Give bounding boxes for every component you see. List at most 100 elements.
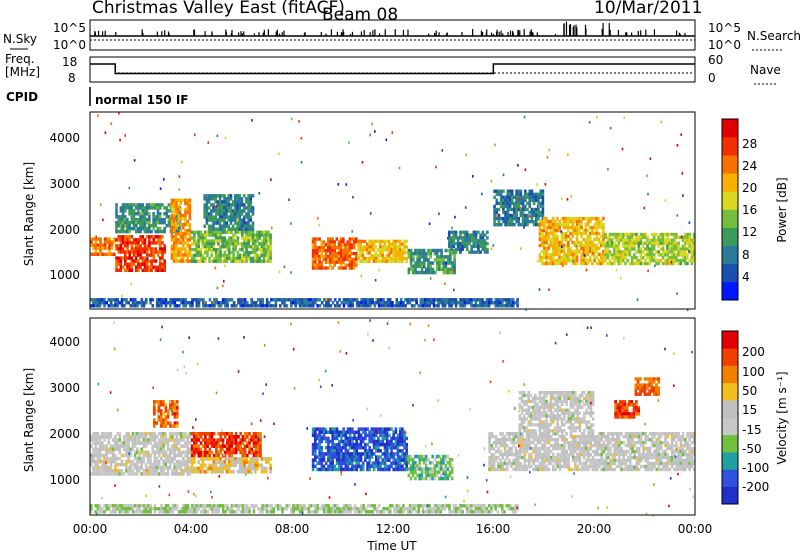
heatmap-cell — [532, 192, 536, 196]
heatmap-cell — [231, 203, 235, 207]
heatmap-cell — [401, 430, 404, 434]
heatmap-cell — [440, 467, 443, 471]
heatmap-cell — [659, 259, 663, 263]
heatmap-cell — [364, 427, 367, 431]
heatmap-cell — [403, 467, 406, 472]
heatmap-cell — [624, 244, 627, 248]
heatmap-cell — [501, 298, 504, 302]
heatmap-cell — [394, 245, 398, 249]
heatmap-cell — [359, 433, 363, 438]
heatmap-cell — [392, 242, 395, 246]
heatmap-cell — [535, 216, 538, 221]
heatmap-cell — [132, 226, 136, 231]
heatmap-cell — [143, 265, 147, 269]
heatmap-cell — [212, 203, 215, 207]
heatmap-cell — [92, 438, 95, 442]
heatmap-cell — [142, 456, 146, 461]
heatmap-cell — [412, 270, 415, 275]
heatmap-cell — [204, 444, 207, 448]
heatmap-cell — [221, 224, 224, 228]
heatmap-cell — [121, 224, 125, 228]
heatmap-cell — [171, 301, 174, 305]
heatmap-cell — [359, 248, 362, 252]
noise-point — [230, 205, 233, 209]
heatmap-cell — [127, 444, 130, 448]
heatmap-cell — [487, 301, 491, 305]
heatmap-cell — [90, 435, 93, 439]
heatmap-cell — [322, 266, 326, 270]
heatmap-cell — [366, 251, 369, 255]
heatmap-cell — [197, 304, 201, 308]
heatmap-cell — [402, 301, 405, 305]
heatmap-cell — [234, 245, 237, 249]
heatmap-cell — [666, 250, 669, 254]
heatmap-cell — [429, 248, 432, 253]
heatmap-cell — [497, 213, 501, 218]
heatmap-cell — [238, 221, 242, 225]
noise-point — [178, 175, 181, 178]
heatmap-cell — [148, 268, 151, 272]
heatmap-cell — [195, 242, 198, 246]
heatmap-cell — [205, 200, 209, 204]
heatmap-cell — [465, 301, 469, 305]
heatmap-cell — [153, 462, 157, 467]
heatmap-cell — [158, 218, 162, 222]
heatmap-cell — [396, 245, 400, 249]
heatmap-cell — [148, 238, 151, 242]
heatmap-cell — [543, 255, 546, 260]
heatmap-cell — [131, 447, 135, 451]
heatmap-cell — [331, 301, 335, 305]
heatmap-cell — [141, 218, 144, 222]
heatmap-cell — [483, 301, 486, 305]
heatmap-cell — [537, 210, 540, 215]
heatmap-cell — [403, 251, 406, 255]
heatmap-cell — [316, 455, 319, 459]
heatmap-cell — [170, 247, 174, 251]
heatmap-cell — [502, 207, 505, 212]
heatmap-cell — [331, 433, 334, 438]
heatmap-cell — [204, 438, 207, 442]
heatmap-cell — [247, 203, 250, 207]
heatmap-cell — [231, 227, 235, 231]
heatmap-cell — [617, 250, 621, 254]
heatmap-cell — [320, 439, 324, 444]
heatmap-cell — [538, 231, 542, 236]
heatmap-cell — [380, 301, 383, 305]
noise-point — [288, 198, 290, 201]
heatmap-cell — [206, 450, 209, 455]
heatmap-cell — [131, 435, 135, 439]
heatmap-cell — [193, 466, 196, 471]
heatmap-cell — [528, 192, 531, 196]
heatmap-cell — [172, 198, 176, 202]
heatmap-cell — [119, 241, 123, 245]
heatmap-cell — [532, 210, 536, 215]
heatmap-cell — [499, 189, 503, 193]
heatmap-cell — [238, 215, 242, 219]
heatmap-cell — [205, 218, 209, 222]
heatmap-cell — [433, 476, 437, 481]
heatmap-cell — [258, 233, 261, 237]
heatmap-cell — [619, 253, 623, 257]
heatmap-cell — [117, 229, 120, 234]
heatmap-cell — [303, 304, 306, 308]
heatmap-cell — [193, 469, 196, 474]
heatmap-cell — [547, 261, 550, 266]
heatmap-cell — [206, 441, 209, 445]
heatmap-cell — [430, 298, 434, 302]
heatmap-cell — [230, 250, 233, 255]
heatmap-cell — [364, 436, 367, 441]
heatmap-cell — [215, 447, 218, 452]
heatmap-cell — [644, 241, 647, 245]
heatmap-cell — [595, 231, 599, 236]
heatmap-cell — [115, 229, 118, 234]
heatmap-cell — [366, 452, 369, 456]
heatmap-cell — [314, 433, 317, 438]
heatmap-cell — [163, 212, 166, 216]
heatmap-cell — [94, 432, 97, 436]
heatmap-cell — [157, 406, 161, 410]
heatmap-cell — [247, 463, 251, 468]
heatmap-cell — [357, 458, 361, 462]
heatmap-cell — [156, 212, 160, 216]
heatmap-cell — [149, 438, 152, 442]
heatmap-cell — [318, 266, 321, 270]
